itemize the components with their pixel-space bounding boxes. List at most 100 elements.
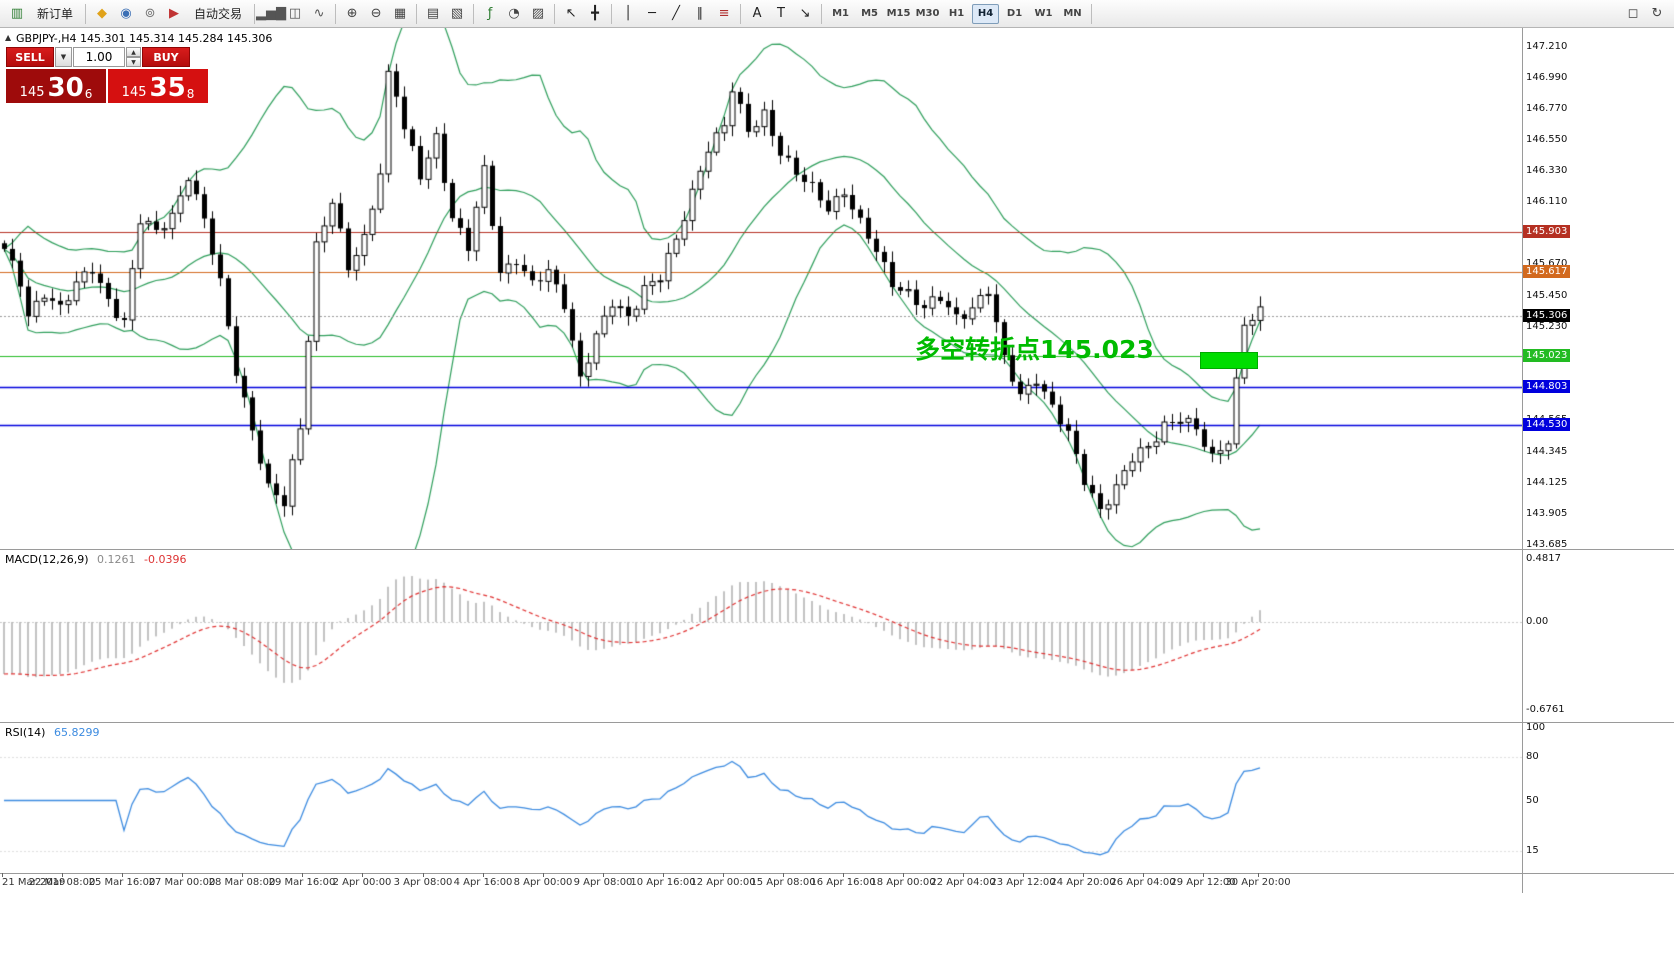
refresh-icon[interactable]: ↻ bbox=[1651, 6, 1663, 21]
time-axis-label: 21 Mar 2019 bbox=[2, 877, 66, 888]
tf-h4[interactable]: H4 bbox=[972, 3, 1000, 24]
zoom-in-icon[interactable]: ⊕ bbox=[346, 6, 358, 21]
line-chart-icon[interactable]: ∿ bbox=[313, 6, 325, 21]
zoom-out-icon[interactable]: ⊖ bbox=[370, 6, 382, 21]
price-axis-tick: 144.565 bbox=[1526, 414, 1568, 426]
buy-button[interactable]: BUY bbox=[142, 47, 190, 67]
expand-window-icon[interactable]: ◻ bbox=[1627, 6, 1639, 21]
buy-price-main: 145 bbox=[121, 85, 147, 100]
toolbar-separator bbox=[254, 3, 256, 24]
new-chart-icon[interactable]: ▥ bbox=[10, 6, 24, 21]
channel-icon[interactable]: ∥ bbox=[696, 6, 704, 21]
price-axis-tick: 145.670 bbox=[1526, 258, 1568, 270]
periods-icon[interactable]: ◔ bbox=[508, 6, 520, 21]
tf-d1[interactable]: D1 bbox=[1006, 8, 1023, 19]
toolbar-separator bbox=[554, 3, 556, 24]
buy-price-tile[interactable]: 145 35 8 bbox=[108, 69, 208, 103]
toolbar-separator bbox=[335, 3, 337, 24]
volume-up-icon[interactable]: ▲ bbox=[126, 47, 141, 57]
price-axis-tick: 146.330 bbox=[1526, 165, 1568, 177]
macd-signal-value: -0.0396 bbox=[144, 553, 187, 566]
time-axis-label: 28 Mar 08:00 bbox=[208, 877, 276, 888]
macd-panel-canvas[interactable] bbox=[0, 549, 1522, 722]
price-level-badge: 145.617 bbox=[1523, 264, 1571, 278]
macd-rsi-separator[interactable] bbox=[0, 722, 1674, 723]
autotrading-icon[interactable]: ▶ bbox=[169, 6, 180, 21]
price-axis-tick: 147.210 bbox=[1526, 41, 1568, 52]
toolbar-right-items: ◻ ↻ bbox=[1622, 3, 1668, 25]
bar-chart-icon[interactable]: ▂▅▇ bbox=[256, 6, 287, 21]
text-label-icon[interactable]: T bbox=[777, 6, 785, 21]
cascade-windows-icon[interactable]: ▧ bbox=[450, 6, 464, 21]
macd-indicator-label: MACD(12,26,9) 0.1261 -0.0396 bbox=[5, 553, 187, 566]
new-order-button[interactable]: 新订单 bbox=[37, 7, 74, 21]
trendline-icon[interactable]: ╱ bbox=[672, 6, 680, 21]
crosshair-icon[interactable]: ╋ bbox=[591, 6, 599, 21]
text-tool-icon[interactable]: A bbox=[752, 6, 762, 21]
toolbar-separator bbox=[416, 3, 418, 24]
horizontal-line-icon[interactable]: ─ bbox=[648, 6, 656, 21]
toolbar: ▥ 新订单 ◆ ◉ ⊚ ▶ 自动交易 ▂▅▇ ◫ ∿ ⊕ ⊖ ▦ ▤ ▧ ƒ ◔ ▨ ↖ ╋ │ ─ ╱ ∥ ≡ A T ↘ M1 M5 M… bbox=[0, 0, 1674, 28]
time-axis-label: 22 Apr 04:00 bbox=[930, 877, 996, 888]
rsi-name: RSI(14) bbox=[5, 726, 46, 739]
symbol-ohlc-header: GBPJPY-,H4 145.301 145.314 145.284 145.3… bbox=[16, 32, 273, 45]
time-axis-label: 10 Apr 16:00 bbox=[630, 877, 696, 888]
volume-dropdown-button[interactable]: ▼ bbox=[55, 47, 72, 67]
buy-price-pips: 35 bbox=[149, 73, 186, 103]
tf-m30[interactable]: M30 bbox=[915, 8, 940, 19]
toolbar-separator bbox=[740, 3, 742, 24]
macd-main-value: 0.1261 bbox=[97, 553, 136, 566]
sell-price-tile[interactable]: 145 30 6 bbox=[6, 69, 106, 103]
candlestick-chart-icon[interactable]: ◫ bbox=[288, 6, 302, 21]
buy-price-point: 8 bbox=[186, 87, 195, 101]
autotrading-button[interactable]: 自动交易 bbox=[194, 7, 243, 21]
cursor-icon[interactable]: ↖ bbox=[565, 6, 577, 21]
turning-point-highlight-box[interactable] bbox=[1200, 352, 1258, 369]
templates-icon[interactable]: ▨ bbox=[531, 6, 545, 21]
time-axis-label: 25 Mar 16:00 bbox=[88, 877, 156, 888]
toolbar-separator bbox=[473, 3, 475, 24]
volume-down-icon[interactable]: ▼ bbox=[126, 57, 141, 67]
rsi-indicator-label: RSI(14) 65.8299 bbox=[5, 726, 99, 739]
rsi-value: 65.8299 bbox=[53, 726, 100, 739]
price-level-badge: 145.903 bbox=[1523, 224, 1571, 238]
time-axis-label: 3 Apr 08:00 bbox=[393, 877, 453, 888]
indicators-icon[interactable]: ƒ bbox=[487, 6, 493, 21]
price-axis-tick: 146.550 bbox=[1526, 134, 1568, 146]
tf-h1[interactable]: H1 bbox=[948, 8, 965, 19]
tf-m5[interactable]: M5 bbox=[861, 8, 878, 19]
sell-button[interactable]: SELL bbox=[6, 47, 54, 67]
price-axis-tick: 143.905 bbox=[1526, 507, 1568, 519]
time-axis-label: 29 Mar 16:00 bbox=[268, 877, 336, 888]
tf-mn[interactable]: MN bbox=[1063, 8, 1082, 19]
price-axis-tick: 144.345 bbox=[1526, 445, 1568, 457]
rsi-panel-canvas[interactable] bbox=[0, 722, 1522, 873]
time-axis-label: 24 Apr 20:00 bbox=[1050, 877, 1116, 888]
main-macd-separator[interactable] bbox=[0, 549, 1674, 550]
toolbar-items: ▥ 新订单 ◆ ◉ ⊚ ▶ 自动交易 ▂▅▇ ◫ ∿ ⊕ ⊖ ▦ ▤ ▧ ƒ ◔ ▨ ↖ ╋ │ ─ ╱ ∥ ≡ A T ↘ M1 M5 M… bbox=[6, 3, 1095, 25]
price-axis-tick: 145.450 bbox=[1526, 289, 1568, 301]
tf-m1[interactable]: M1 bbox=[832, 8, 849, 19]
time-axis-label: 8 Apr 00:00 bbox=[513, 877, 573, 888]
main-chart-canvas[interactable] bbox=[0, 28, 1522, 549]
volume-stepper[interactable]: ▲ ▼ bbox=[126, 47, 141, 67]
current-price-badge: 145.306 bbox=[1523, 308, 1571, 322]
macd-name: MACD(12,26,9) bbox=[5, 553, 89, 566]
turning-point-annotation: 多空转折点145.023 bbox=[915, 335, 1154, 364]
profile-icon[interactable]: ◉ bbox=[120, 6, 132, 21]
macd-axis-tick: 0.4817 bbox=[1526, 553, 1561, 565]
arrow-tool-icon[interactable]: ↘ bbox=[799, 6, 811, 21]
community-icon[interactable]: ⊚ bbox=[144, 6, 156, 21]
toolbar-separator bbox=[85, 3, 87, 24]
vertical-line-icon[interactable]: │ bbox=[624, 6, 632, 21]
arrange-windows-icon[interactable]: ▤ bbox=[426, 6, 440, 21]
tf-w1[interactable]: W1 bbox=[1034, 8, 1053, 19]
layouts-icon[interactable]: ◆ bbox=[97, 6, 108, 21]
rsi-axis-tick: 80 bbox=[1526, 751, 1539, 762]
tf-m15[interactable]: M15 bbox=[886, 8, 911, 19]
volume-input[interactable] bbox=[73, 47, 125, 67]
time-axis-label: 2 Apr 00:00 bbox=[332, 877, 392, 888]
toolbar-separator bbox=[1091, 3, 1093, 24]
fibonacci-icon[interactable]: ≡ bbox=[718, 6, 730, 21]
tile-windows-icon[interactable]: ▦ bbox=[393, 6, 407, 21]
